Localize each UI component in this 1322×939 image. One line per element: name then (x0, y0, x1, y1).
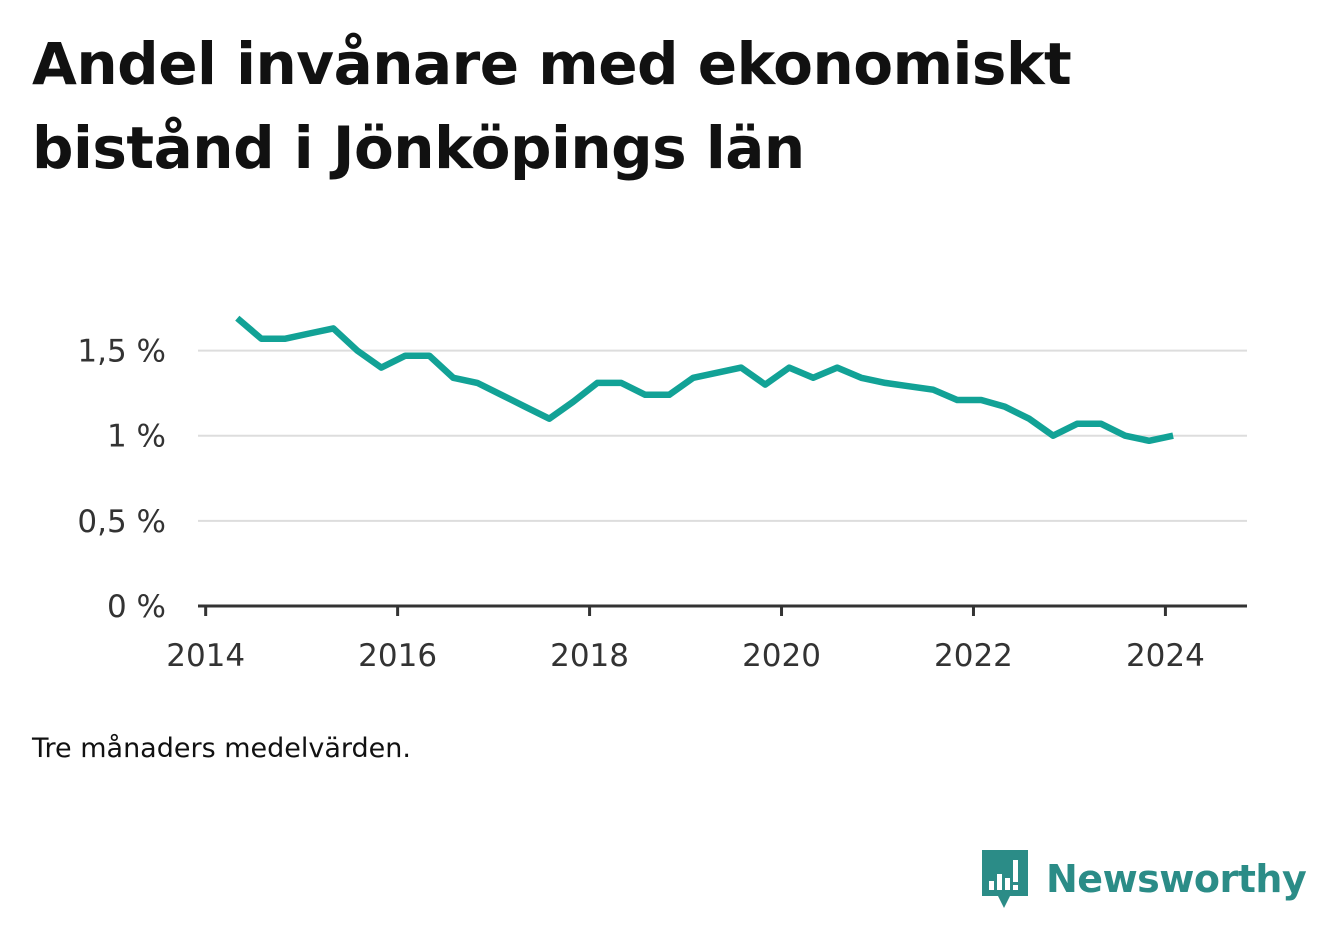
gridlines (198, 349, 1247, 522)
x-tick-label: 2014 (166, 638, 245, 674)
brand-logo: Newsworthy (980, 848, 1307, 910)
x-tick-label: 2018 (550, 638, 629, 674)
x-tick-label: 2016 (358, 638, 437, 674)
brand-name: Newsworthy (1046, 857, 1307, 901)
chart-note: Tre månaders medelvärden. (32, 733, 411, 764)
y-tick-label: 0,5 % (77, 504, 166, 540)
x-tick-label: 2022 (934, 638, 1013, 674)
y-axis: 0 % 0,5 % 1 % 1,5 % (77, 334, 166, 625)
x-axis: 2014 2016 2018 2020 2022 2024 (166, 604, 1247, 674)
x-tick-label: 2020 (742, 638, 821, 674)
newsworthy-logo-icon (982, 850, 1028, 908)
chart-title: Andel invånare med ekonomiskt bistånd i … (32, 30, 1072, 182)
series-layer (235, 315, 1174, 445)
y-tick-label: 1,5 % (77, 334, 166, 370)
y-tick-label: 1 % (107, 419, 166, 455)
series-line (235, 315, 1174, 445)
x-tick-label: 2024 (1126, 638, 1205, 674)
y-tick-label: 0 % (107, 589, 166, 625)
